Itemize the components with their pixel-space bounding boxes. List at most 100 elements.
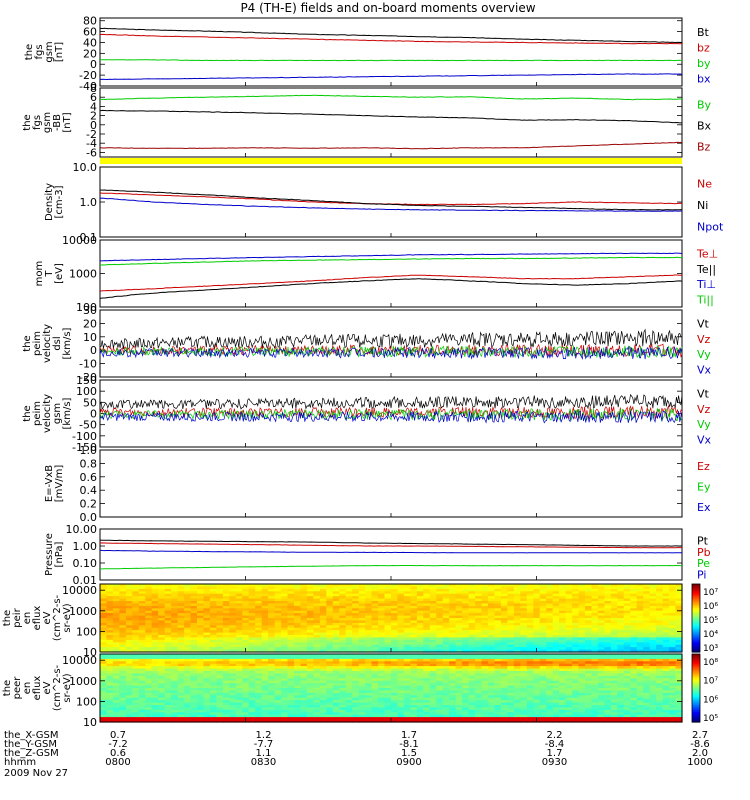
heat-cell <box>403 714 411 718</box>
heat-cell <box>384 622 392 626</box>
heat-cell <box>300 656 308 660</box>
heat-cell <box>216 586 224 590</box>
heat-cell <box>255 598 263 602</box>
heat-cell <box>248 668 256 672</box>
heat-cell <box>261 709 269 713</box>
heat-cell <box>533 671 541 674</box>
heat-cell <box>423 671 431 674</box>
heat-cell <box>132 586 140 590</box>
heat-cell <box>287 697 295 701</box>
heat-cell <box>332 719 340 723</box>
heat-cell <box>365 668 373 672</box>
heat-cell <box>539 719 547 723</box>
heat-cell <box>106 642 114 646</box>
heat-cell <box>287 661 295 665</box>
heat-cell <box>345 697 353 701</box>
heat-cell <box>287 601 295 604</box>
heat-cell <box>261 673 269 677</box>
heat-cell <box>145 678 153 682</box>
heat-cell <box>494 647 502 651</box>
heat-cell <box>119 712 127 716</box>
heat-cell <box>300 647 308 651</box>
heat-cell <box>455 695 463 699</box>
heat-cell <box>151 656 159 660</box>
heat-cell <box>585 707 593 711</box>
heat-cell <box>442 719 450 723</box>
heat-cell <box>636 615 644 619</box>
heat-cell <box>591 605 599 609</box>
heat-cell <box>449 630 457 634</box>
heat-cell <box>209 658 217 662</box>
heat-cell <box>106 680 114 684</box>
heat-cell <box>500 680 508 684</box>
heat-cell <box>513 685 521 689</box>
heat-cell <box>500 601 508 604</box>
heat-cell <box>429 601 437 604</box>
heat-cell <box>552 622 560 626</box>
heat-cell <box>520 678 528 682</box>
heat-cell <box>319 697 327 701</box>
heat-cell <box>209 692 217 696</box>
heat-cell <box>546 630 554 634</box>
heat-cell <box>585 632 593 636</box>
heat-cell <box>455 584 463 587</box>
heat-cell <box>371 666 379 670</box>
heat-cell <box>468 596 476 600</box>
heat-cell <box>209 639 217 643</box>
heat-cell <box>306 680 314 684</box>
y-tick-label: 150 <box>76 374 97 387</box>
heat-cell <box>578 675 586 679</box>
heat-cell <box>675 596 683 600</box>
heat-cell <box>164 654 172 657</box>
heat-cell <box>552 644 560 648</box>
heat-cell <box>190 598 198 602</box>
heat-cell <box>352 705 360 708</box>
heat-cell <box>300 622 308 626</box>
heat-cell <box>319 688 327 691</box>
heat-cell <box>539 584 547 587</box>
heat-cell <box>436 666 444 670</box>
heat-cell <box>145 697 153 701</box>
heat-cell <box>339 608 347 612</box>
heat-cell <box>119 630 127 634</box>
heat-cell <box>274 601 282 604</box>
heat-cell <box>339 644 347 648</box>
heat-cell <box>132 635 140 638</box>
series-line-by <box>99 94 683 101</box>
heat-cell <box>229 675 237 679</box>
heat-cell <box>526 593 534 597</box>
heat-cell <box>410 654 418 657</box>
heat-cell <box>358 637 366 641</box>
heat-cell <box>397 608 405 612</box>
heat-cell <box>242 697 250 701</box>
heat-cell <box>442 663 450 667</box>
heat-cell <box>358 647 366 651</box>
heat-cell <box>164 688 172 691</box>
heat-cell <box>242 591 250 595</box>
heat-cell <box>513 695 521 699</box>
y-tick-label: 0.4 <box>80 484 98 497</box>
heat-cell <box>675 632 683 636</box>
heat-cell <box>106 714 114 718</box>
heat-cell <box>488 598 496 602</box>
heat-cell <box>255 678 263 682</box>
heat-cell <box>403 622 411 626</box>
heat-cell <box>164 649 172 653</box>
heat-cell <box>332 712 340 716</box>
heat-cell <box>106 685 114 689</box>
heat-cell <box>656 627 664 631</box>
y-axis-label: (cm^2-s- <box>52 594 63 641</box>
heat-cell <box>403 668 411 672</box>
heat-cell <box>300 666 308 670</box>
heat-cell <box>216 596 224 600</box>
heat-cell <box>585 610 593 614</box>
heat-cell <box>216 644 224 648</box>
heat-cell <box>235 627 243 631</box>
heat-cell <box>403 685 411 689</box>
heat-cell <box>190 625 198 629</box>
heat-cell <box>345 661 353 665</box>
y-tick-label: 10 <box>83 646 97 659</box>
heat-cell <box>164 666 172 670</box>
heat-cell <box>559 658 567 662</box>
heat-cell <box>403 627 411 631</box>
